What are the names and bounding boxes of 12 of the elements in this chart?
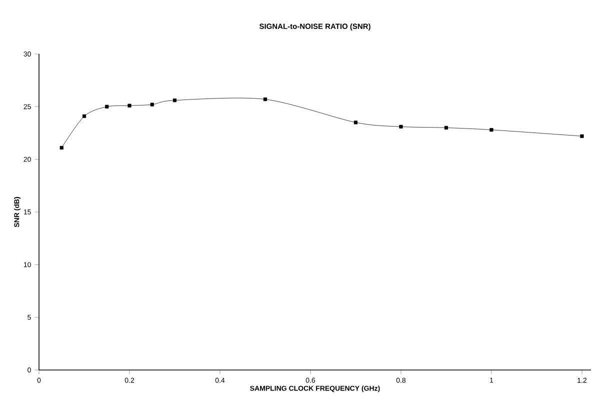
point (82, 114, 86, 118)
point (128, 104, 132, 108)
point (150, 102, 154, 106)
point (263, 97, 268, 102)
point (354, 120, 358, 124)
point (490, 128, 494, 132)
point (580, 134, 584, 138)
point (172, 98, 177, 102)
point (444, 126, 448, 130)
point (105, 104, 109, 108)
point (399, 124, 403, 128)
point (60, 146, 64, 150)
